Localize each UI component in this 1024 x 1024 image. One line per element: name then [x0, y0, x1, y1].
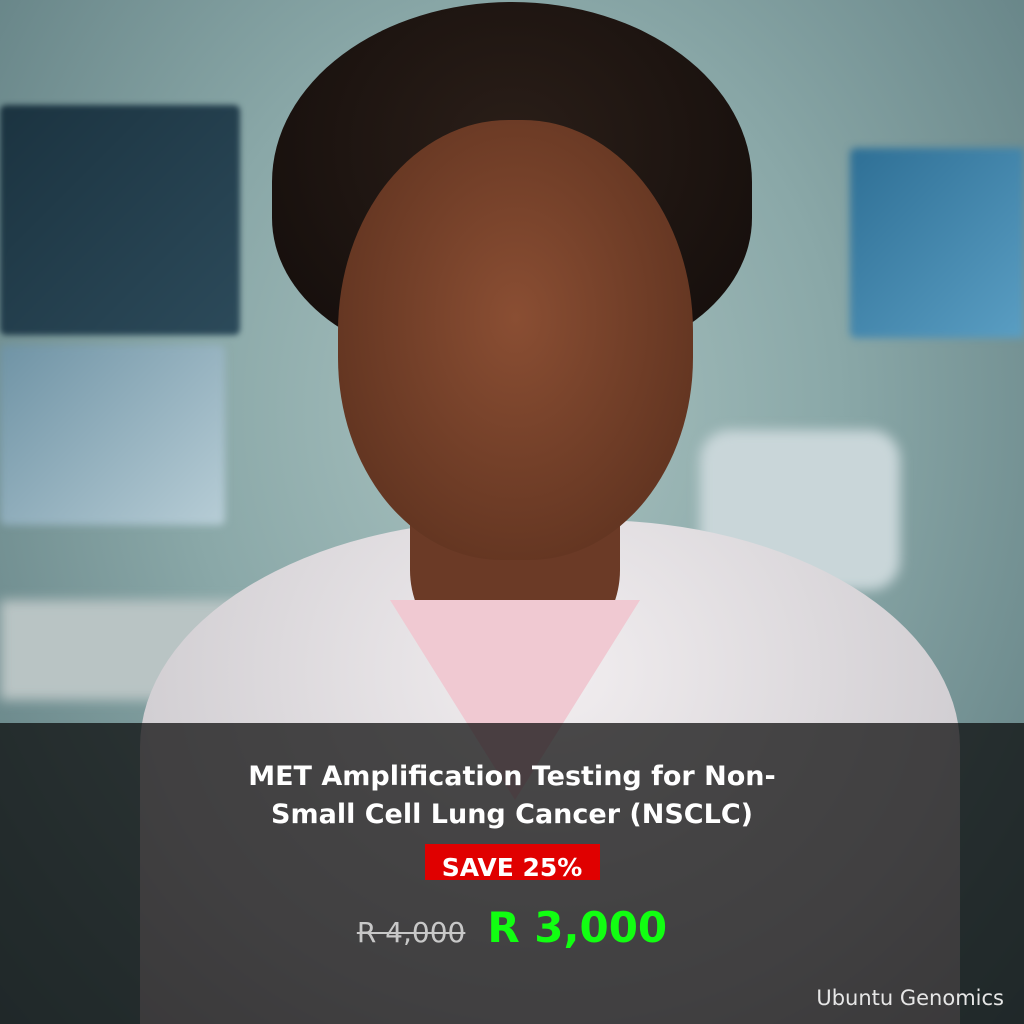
- promo-title: MET Amplification Testing for Non- Small…: [0, 758, 1024, 834]
- original-price: R 4,000: [356, 916, 466, 949]
- discount-badge-text: SAVE 25%: [441, 853, 583, 882]
- background-monitor: [0, 105, 240, 335]
- discount-badge: [425, 844, 600, 880]
- background-monitor: [0, 345, 225, 525]
- title-line-1: MET Amplification Testing for Non-: [248, 761, 776, 792]
- brand-watermark: Ubuntu Genomics: [816, 986, 1004, 1010]
- price-row: R 4,000 R 3,000: [0, 903, 1024, 952]
- background-monitor: [850, 148, 1024, 338]
- face: [338, 120, 693, 560]
- sale-price: R 3,000: [487, 903, 668, 952]
- title-line-2: Small Cell Lung Cancer (NSCLC): [271, 799, 753, 830]
